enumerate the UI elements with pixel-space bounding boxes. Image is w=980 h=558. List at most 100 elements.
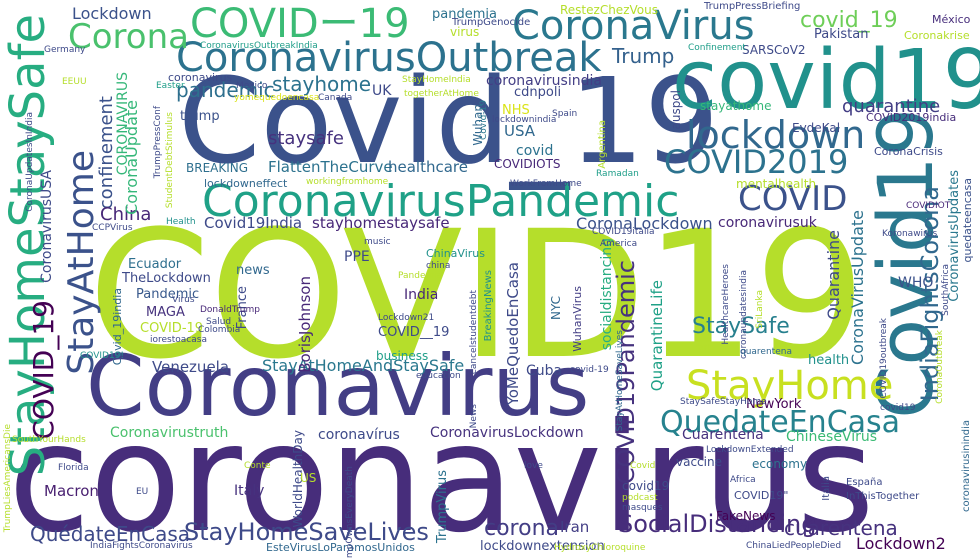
word-China: China	[100, 204, 152, 225]
word-News: News	[469, 404, 479, 429]
word-StaySafe: StaySafe	[692, 314, 790, 339]
word-togetherAtHome: togetherAtHome	[404, 89, 479, 99]
word-LockdownExtended: LockdownExtended	[706, 445, 794, 455]
word-virus: virus	[450, 25, 480, 39]
word-news: news	[236, 263, 270, 278]
word-CoronavirusLockdown: CoronavirusLockdown	[430, 425, 584, 441]
word-Ramadan: Ramadan	[596, 169, 639, 179]
word-vaccine: vaccine	[676, 455, 722, 469]
word-music: music	[364, 237, 391, 247]
word-Iran: Iran	[560, 518, 590, 536]
word-Quarantine: Quarantine	[824, 230, 843, 320]
word-COVID: COVID	[738, 179, 848, 219]
word-InThisTogether: InThisTogether	[846, 491, 920, 502]
word-Ecuador: Ecuador	[128, 257, 182, 272]
word-CCPVirus: CCPVirus	[92, 223, 133, 233]
word-US: US	[300, 471, 317, 485]
word-quarantine: quarantine	[842, 96, 941, 117]
word-America: America	[600, 239, 638, 249]
word-economy: economy	[752, 457, 808, 471]
word-coronavirusindia: coronavirusindia	[486, 73, 602, 89]
word-HealthcareHeroes: HealthcareHeroes	[721, 264, 731, 345]
word-Cuarentena: Cuarentena	[682, 427, 764, 443]
word-Mexico-acc: México	[932, 13, 971, 26]
word-StayHome: StayHome	[686, 363, 894, 409]
word-Covid-19: Covid-19	[479, 100, 489, 141]
word-COVID__19: COVID__19	[378, 325, 450, 340]
word-Pandemic: Pandemic	[136, 287, 200, 302]
word-Mexico: Mexico	[236, 81, 268, 91]
word-UK: UK	[372, 83, 392, 99]
word-Lockdown: Lockdown	[72, 4, 152, 23]
word-COVID-19-jp: COVIDー19	[190, 1, 410, 47]
word-Confinement: Confinement	[688, 43, 746, 53]
word-masques: masques	[622, 503, 663, 513]
word-CoronavirusOutbreakIndia: CoronavirusOutbreakIndia	[200, 41, 318, 51]
word-Canada: Canada	[318, 93, 353, 103]
word-corona: corona	[484, 516, 560, 541]
word-healthcare: healthcare	[388, 158, 468, 176]
word-iorestoacasa: iorestoacasa	[150, 335, 207, 345]
word-StayHomeSaveLives: StayHomeSaveLives	[184, 518, 429, 546]
word-Africa: Africa	[730, 475, 756, 485]
word-PPE: PPE	[344, 249, 370, 265]
word-FlattenTheCurve: FlattenTheCurve	[268, 158, 393, 176]
word-Lockdown2: Lockdown2	[856, 534, 946, 553]
word-EEUU: EEUU	[62, 77, 87, 87]
word-SouthYourHands: SouthYourHands	[12, 435, 86, 445]
word-COVIDIOT: COVIDIOT	[906, 201, 951, 211]
word-CoronaUpdatesInIndia: CoronaUpdatesInIndia	[25, 112, 35, 212]
word-ChinaLiedPeopleDied: ChinaLiedPeopleDied	[746, 541, 842, 551]
word-FakeNews: FakeNews	[716, 509, 776, 523]
word-CoronaVirusUpdate: CoronaVirusUpdate	[848, 210, 867, 365]
word-NYC: NYC	[549, 296, 563, 321]
word-Conte: Conte	[244, 461, 271, 471]
word-WorkFromHome: WorkFromHome	[510, 179, 582, 189]
word-coronavirus-pt: coronavírus	[318, 427, 400, 443]
word-Trump: Trump	[612, 44, 675, 68]
word-TrumpOwnsEveryDeath: TrumpOwnsEveryDeath	[345, 466, 355, 558]
word-Coronakrise: Coronakrise	[904, 29, 970, 42]
word-Koronawirus: Koronawirus	[882, 229, 938, 239]
word-SocialDistancing: SocialDistancing	[618, 510, 817, 538]
word-EU: EU	[136, 487, 149, 497]
word-Pandemia: Pandemia	[398, 271, 443, 281]
word-lockdownindia: lockdownindia	[492, 115, 557, 125]
word-china: china	[426, 261, 451, 271]
word-mentalhealth: mentalhealth	[736, 177, 817, 191]
word-India: India	[404, 287, 439, 303]
word-Florida: Florida	[58, 463, 89, 473]
word-EsteVirusLoParamosUnidos: EsteVirusLoParamosUnidos	[266, 541, 415, 554]
word-quedateencasa: quedateencasa	[961, 178, 974, 263]
word-covid19-small: covid19	[880, 403, 916, 413]
word-CoronavirusOutbreak: CoronavirusOutbreak	[176, 35, 602, 81]
word-lockdownextension: lockdownextension	[480, 539, 605, 554]
word-Italia: Italia	[821, 476, 832, 501]
word-Corona: Corona	[68, 17, 189, 57]
word-trump: trump	[180, 109, 220, 124]
word-Lockdown21: Lockdown21	[378, 313, 435, 323]
word-covid-19-small: covid-19	[570, 365, 609, 375]
word-COVID_19: COVID_19	[27, 300, 60, 440]
word-StayAtHomeAndStaySafe: StayAtHomeAndStaySafe	[262, 356, 465, 375]
word-lockdowneffect: lockdowneffect	[204, 177, 288, 190]
word-StayAtHome: StayAtHome	[61, 150, 102, 375]
word-CoronaLockdown: CoronaLockdown	[576, 214, 713, 233]
word-WuhanVirus: WuhanVirus	[571, 286, 584, 352]
word-ChineseVirus: ChineseVirus	[786, 429, 878, 445]
word-coronavirus-small: coronavirus	[168, 71, 233, 84]
word-CoronaVirus: CoronaVirus	[512, 3, 755, 49]
word-confinement: confinement	[96, 96, 117, 210]
word-CoronavirusPandemic: CoronavirusPandemic	[202, 176, 680, 227]
word-QuarantineLife: QuarantineLife	[648, 280, 666, 392]
word-coronavirusuk: coronavirusuk	[718, 215, 817, 231]
word-NHS: NHS	[502, 103, 530, 118]
word-Covid: Covid	[630, 461, 656, 471]
word-Virus: Virus	[172, 295, 195, 305]
word-Colombia: Colombia	[198, 325, 241, 335]
word-Covid19India: Covid19India	[204, 214, 303, 232]
word-staysafe: staysafe	[268, 128, 344, 149]
word-socialdistancing: socialdistancing	[599, 238, 615, 351]
word-Pakistan: Pakistan	[814, 27, 869, 42]
